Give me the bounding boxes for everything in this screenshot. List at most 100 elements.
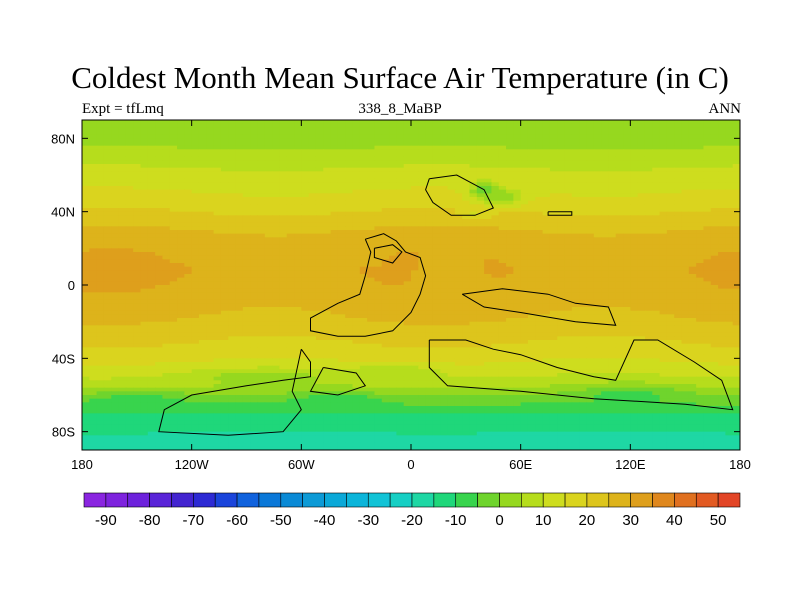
field-cell: [308, 296, 317, 301]
field-cell: [542, 142, 551, 147]
field-cell: [198, 215, 207, 220]
field-cell: [513, 145, 522, 150]
field-cell: [367, 285, 376, 290]
field-cell: [250, 138, 259, 143]
field-cell: [484, 230, 493, 235]
field-cell: [718, 134, 726, 139]
field-cell: [674, 263, 683, 268]
field-cell: [337, 266, 346, 271]
field-cell: [718, 310, 726, 315]
field-cell: [272, 178, 280, 183]
field-cell: [601, 178, 609, 183]
field-cell: [272, 303, 280, 308]
field-cell: [250, 134, 259, 139]
field-cell: [301, 241, 310, 246]
field-cell: [535, 314, 544, 319]
field-cell: [337, 131, 346, 136]
field-cell: [169, 266, 178, 271]
field-cell: [177, 241, 185, 246]
field-cell: [381, 182, 390, 187]
field-cell: [579, 270, 588, 275]
field-cell: [103, 189, 112, 194]
field-cell: [469, 200, 478, 205]
field-cell: [513, 277, 522, 282]
field-cell: [491, 200, 500, 205]
field-cell: [272, 208, 280, 213]
field-cell: [484, 233, 493, 238]
field-cell: [601, 204, 609, 209]
field-cell: [469, 131, 478, 136]
field-cell: [432, 237, 441, 242]
field-cell: [418, 237, 427, 242]
field-cell: [184, 204, 193, 209]
field-cell: [447, 255, 456, 260]
field-cell: [206, 208, 215, 213]
field-cell: [718, 193, 726, 198]
field-cell: [593, 266, 602, 271]
field-cell: [359, 204, 368, 209]
field-cell: [220, 131, 229, 136]
field-cell: [250, 145, 259, 150]
field-cell: [220, 259, 229, 264]
field-cell: [732, 266, 740, 271]
field-cell: [623, 252, 631, 257]
field-cell: [674, 237, 683, 242]
field-cell: [125, 274, 134, 279]
field-cell: [279, 274, 288, 279]
field-cell: [447, 153, 456, 158]
field-cell: [396, 215, 405, 220]
field-cell: [513, 211, 522, 216]
field-cell: [630, 222, 639, 227]
field-cell: [330, 233, 339, 238]
field-cell: [615, 160, 624, 165]
field-cell: [513, 164, 522, 169]
field-cell: [732, 230, 740, 235]
field-cell: [425, 219, 434, 224]
field-cell: [308, 142, 317, 147]
field-cell: [732, 182, 740, 187]
field-cell: [352, 222, 361, 227]
field-cell: [315, 189, 324, 194]
field-cell: [652, 285, 661, 290]
field-cell: [315, 252, 324, 257]
field-cell: [177, 182, 185, 187]
field-cell: [206, 226, 215, 231]
field-cell: [491, 288, 500, 293]
field-cell: [308, 310, 317, 315]
field-cell: [688, 142, 697, 147]
field-cell: [301, 321, 310, 326]
field-cell: [242, 230, 251, 235]
field-cell: [491, 204, 500, 209]
field-cell: [125, 281, 134, 286]
field-cell: [323, 160, 332, 165]
field-cell: [586, 189, 595, 194]
field-cell: [425, 145, 434, 150]
field-cell: [681, 270, 690, 275]
field-cell: [235, 321, 244, 326]
field-cell: [242, 142, 251, 147]
field-cell: [549, 241, 558, 246]
field-cell: [96, 211, 105, 216]
field-cell: [396, 303, 405, 308]
field-cell: [169, 134, 178, 139]
field-cell: [718, 175, 726, 180]
field-cell: [718, 314, 726, 319]
field-cell: [666, 208, 675, 213]
field-cell: [418, 318, 427, 323]
field-cell: [96, 321, 105, 326]
field-cell: [696, 197, 705, 202]
field-cell: [403, 156, 412, 161]
field-cell: [301, 274, 310, 279]
field-cell: [337, 215, 346, 220]
field-cell: [242, 288, 251, 293]
field-cell: [235, 266, 244, 271]
field-cell: [359, 314, 368, 319]
field-cell: [586, 285, 595, 290]
field-cell: [359, 123, 368, 128]
field-cell: [469, 193, 478, 198]
field-cell: [447, 233, 456, 238]
field-cell: [118, 142, 127, 147]
field-cell: [681, 145, 690, 150]
field-cell: [89, 142, 98, 147]
field-cell: [557, 197, 566, 202]
